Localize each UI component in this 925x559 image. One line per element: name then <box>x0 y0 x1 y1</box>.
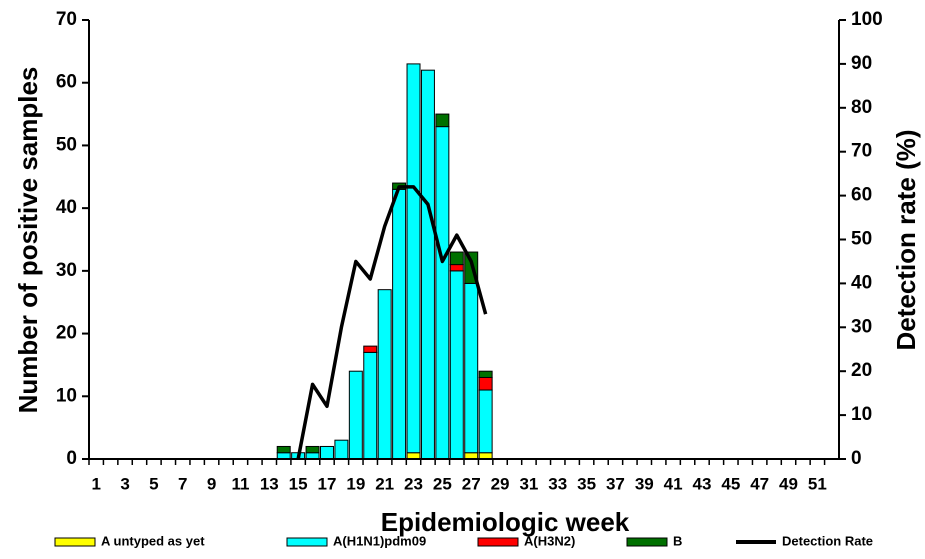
x-tick-label: 3 <box>120 474 129 493</box>
x-tick-label: 19 <box>346 474 365 493</box>
x-tick-label: 11 <box>231 474 249 493</box>
bar-segment <box>449 264 464 272</box>
y2-axis-title: Detection rate (%) <box>891 129 921 350</box>
bar-segment <box>449 251 464 266</box>
y2-tick-label: 20 <box>851 360 872 381</box>
x-tick-label: 23 <box>404 474 423 493</box>
bar-segment <box>435 113 450 128</box>
bar-segment <box>319 445 334 460</box>
legend-swatch <box>54 537 96 547</box>
legend-swatch <box>477 537 519 547</box>
x-tick-label: 43 <box>693 474 712 493</box>
x-tick-label: 13 <box>260 474 279 493</box>
bar-segment <box>305 445 320 454</box>
x-tick-label: 41 <box>664 474 683 493</box>
x-tick-label: 9 <box>207 474 216 493</box>
x-tick-label: 1 <box>91 474 100 493</box>
bar-segment <box>435 126 450 460</box>
x-tick-label: 51 <box>808 474 827 493</box>
y-tick-label: 70 <box>56 9 77 30</box>
bar-segment <box>478 376 493 391</box>
x-axis-title: Epidemiologic week <box>381 507 630 537</box>
y-tick-label: 40 <box>56 197 77 218</box>
x-tick-label: 35 <box>577 474 596 493</box>
x-tick-label: 29 <box>491 474 510 493</box>
y2-tick-label: 90 <box>851 53 872 74</box>
bar-segment <box>478 370 493 378</box>
y-axis-title: Number of positive samples <box>13 67 43 414</box>
x-tick-label: 31 <box>519 474 538 493</box>
bar-segment <box>392 188 407 460</box>
legend-label: A(H3N2) <box>524 533 575 548</box>
y2-tick-label: 40 <box>851 272 872 293</box>
y-tick-label: 30 <box>56 260 77 281</box>
bar-segment <box>420 69 435 460</box>
y-tick-label: 50 <box>56 134 77 155</box>
bar-segment <box>363 345 378 353</box>
y-tick-label: 0 <box>66 448 77 469</box>
x-tick-label: 25 <box>433 474 452 493</box>
x-tick-label: 45 <box>721 474 740 493</box>
y2-tick-label: 10 <box>851 404 872 425</box>
x-tick-label: 5 <box>149 474 158 493</box>
x-tick-label: 27 <box>462 474 481 493</box>
bar-segment <box>334 439 349 460</box>
y2-tick-label: 50 <box>851 229 872 250</box>
x-tick-label: 7 <box>178 474 187 493</box>
y2-tick-label: 80 <box>851 97 872 118</box>
bar-segment <box>363 351 378 460</box>
legend-label: A(H1N1)pdm09 <box>333 533 426 548</box>
y-tick-label: 20 <box>56 323 77 344</box>
y-tick-label: 60 <box>56 72 77 93</box>
bar-segment <box>478 389 493 454</box>
x-tick-label: 33 <box>548 474 567 493</box>
legend-label: B <box>673 533 682 548</box>
y2-tick-label: 30 <box>851 316 872 337</box>
y-tick-label: 10 <box>56 385 77 406</box>
y2-tick-label: 70 <box>851 141 872 162</box>
x-tick-label: 49 <box>779 474 798 493</box>
x-tick-label: 17 <box>318 474 337 493</box>
bar-segment <box>406 63 421 454</box>
y2-tick-label: 0 <box>851 448 862 469</box>
legend-swatch <box>626 537 668 547</box>
legend-swatch <box>286 537 328 547</box>
x-tick-label: 39 <box>635 474 654 493</box>
line-series <box>296 185 488 460</box>
bar-segment <box>464 282 479 454</box>
x-tick-label: 47 <box>750 474 769 493</box>
x-tick-label: 37 <box>606 474 625 493</box>
bar-segment <box>449 270 464 460</box>
bar-segment <box>348 370 363 460</box>
x-tick-label: 21 <box>375 474 394 493</box>
x-tick-label: 15 <box>289 474 308 493</box>
legend-label: A untyped as yet <box>101 533 205 548</box>
bar-segment <box>377 289 392 460</box>
legend-label: Detection Rate <box>782 533 873 548</box>
y2-tick-label: 100 <box>851 9 883 30</box>
y2-tick-label: 60 <box>851 185 872 206</box>
bar-segment <box>276 445 291 454</box>
